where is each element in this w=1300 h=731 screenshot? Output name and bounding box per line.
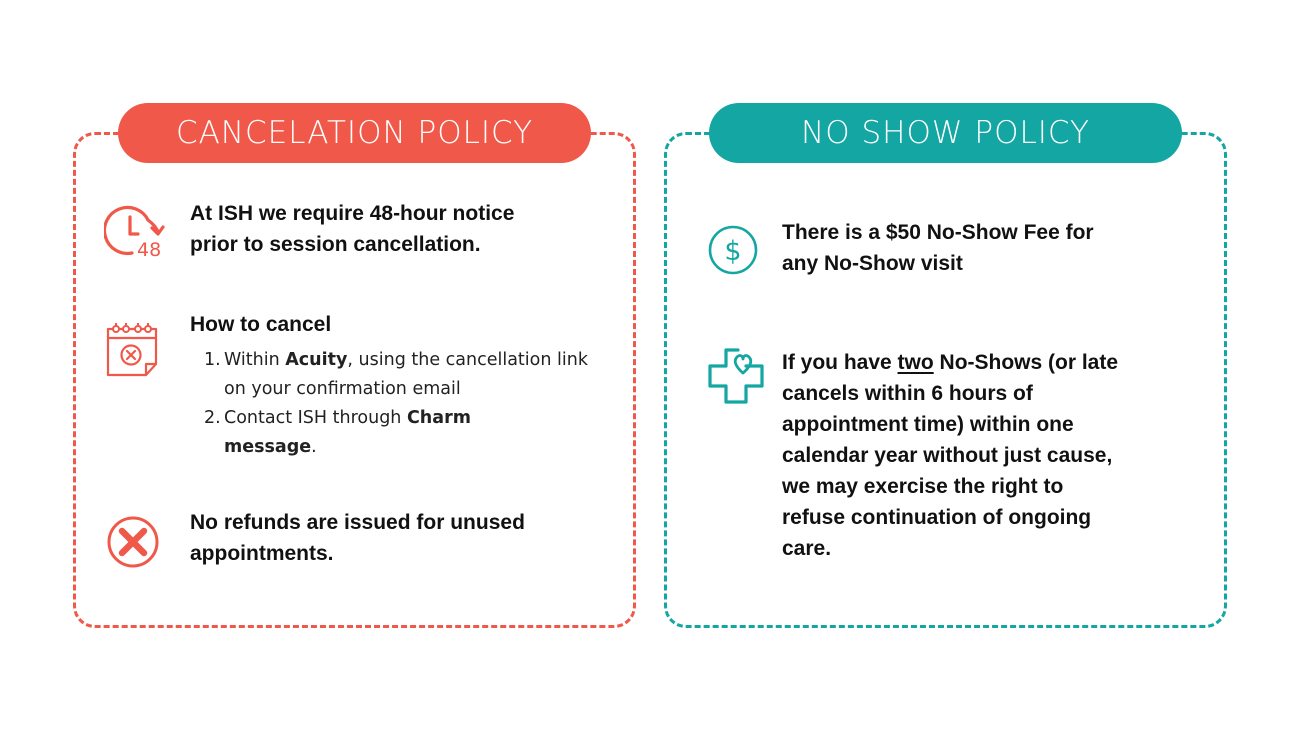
calendar-x-icon [106, 323, 158, 377]
rule-line: cancels within 6 hours of [782, 382, 1033, 405]
notice-text: At ISH we require 48-hour notice prior t… [190, 198, 610, 260]
clock-48-badge: 48 [137, 239, 161, 260]
refund-line-2: appointments. [190, 542, 334, 565]
no-show-policy-title: NO SHOW POLICY [709, 103, 1182, 163]
medical-cross-heart-icon [708, 348, 764, 404]
rule-underlined-two: two [897, 351, 934, 374]
step-text: Contact ISH through [224, 408, 407, 428]
cancelation-policy-title: CANCELATION POLICY [118, 103, 591, 163]
dollar-symbol: $ [724, 236, 741, 267]
rule-line: appointment time) within one [782, 413, 1074, 436]
acuity-label: Acuity [285, 350, 348, 370]
cancel-steps-list: 1. Within Acuity, using the cancellation… [204, 346, 604, 462]
step-text-end: , using the cancellation link on your co… [224, 350, 588, 399]
refund-line-1: No refunds are issued for unused [190, 511, 525, 534]
no-show-rule-text: If you have two No-Shows (or late cancel… [782, 347, 1202, 564]
rule-pre: If you have [782, 351, 898, 374]
notice-line-1: At ISH we require 48-hour notice [190, 202, 515, 225]
step-text: Within [224, 350, 286, 370]
dollar-circle-icon: $ [708, 225, 758, 275]
rule-line-1: If you have two No-Shows (or late [782, 347, 1202, 378]
rule-line: refuse continuation of ongoing [782, 506, 1092, 529]
cancel-step-1: 1. Within Acuity, using the cancellation… [204, 346, 604, 404]
notice-line-2: prior to session cancellation. [190, 233, 481, 256]
refund-text: No refunds are issued for unused appoint… [190, 507, 610, 569]
rule-line: care. [782, 537, 832, 560]
rule-line: we may exercise the right to [782, 475, 1064, 498]
circle-x-icon [107, 516, 159, 568]
fee-line-2: any No-Show visit [782, 252, 963, 275]
rule-post: No-Shows (or late [933, 351, 1119, 374]
no-show-fee-text: There is a $50 No-Show Fee for any No-Sh… [782, 217, 1202, 279]
fee-line-1: There is a $50 No-Show Fee for [782, 221, 1094, 244]
step-text-end: . [311, 437, 317, 457]
clock-48-icon: 48 [104, 205, 165, 260]
charm-message-label: Charm message [224, 408, 471, 457]
step-number: 2. [204, 408, 221, 428]
how-to-cancel-heading: How to cancel [190, 313, 332, 336]
cancel-step-2: 2. Contact ISH through Charm message. [204, 404, 604, 462]
rule-line: calendar year without just cause, [782, 444, 1113, 467]
step-number: 1. [204, 350, 221, 370]
